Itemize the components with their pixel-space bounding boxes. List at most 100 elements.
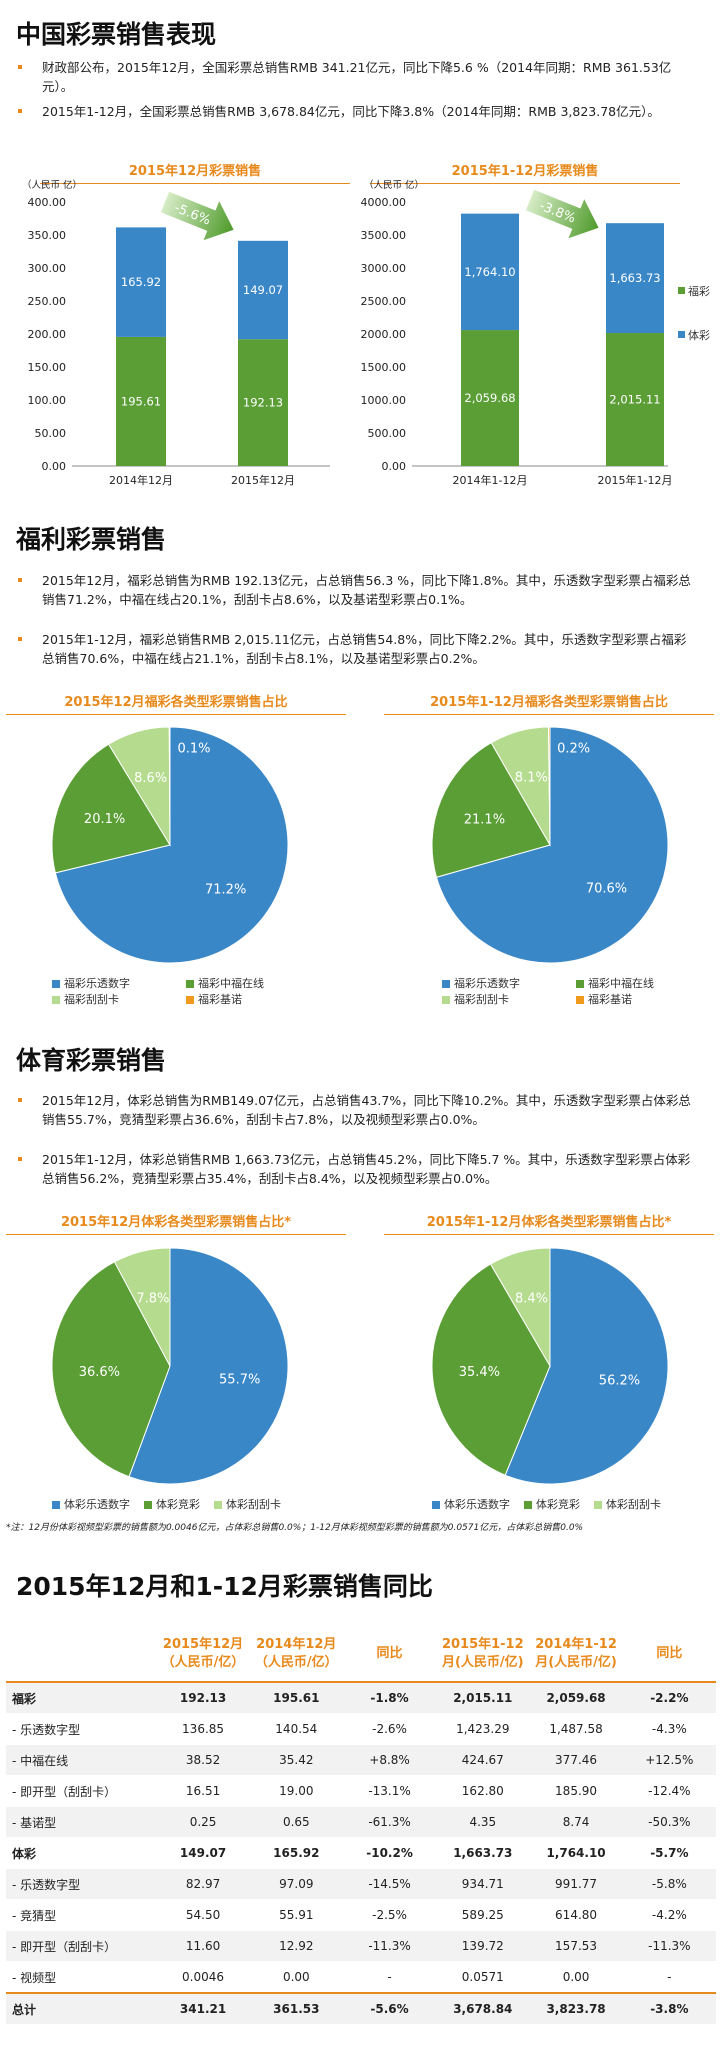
legend-swatch	[678, 331, 685, 338]
legend-swatch	[576, 996, 584, 1004]
row-label: - 乐透数字型	[6, 1868, 157, 1900]
table-cell: 1,663.73	[436, 1837, 530, 1869]
legend-item: 福彩刮刮卡	[52, 991, 172, 1007]
bar-ticai	[238, 240, 288, 340]
pie-slice	[489, 1247, 551, 1368]
bar-value-label: 192.13	[243, 396, 283, 410]
y-tick-label: 0.00	[42, 460, 67, 473]
table-cell: -2.2%	[622, 1682, 716, 1714]
table-cell: 0.0046	[156, 1961, 250, 1994]
table-cell: -5.8%	[622, 1868, 716, 1900]
legend-item: 体彩刮刮卡	[214, 1496, 281, 1512]
table-title: 2015年12月和1-12月彩票销售同比	[16, 1572, 433, 1601]
table-cell: 3,678.84	[436, 1992, 530, 2025]
section3-bullet-2: 2015年1-12月，体彩总销售RMB 1,663.73亿元，占总销售45.2%…	[18, 1150, 698, 1188]
pie-chart-2-title: 2015年1-12月福彩各类型彩票销售占比	[384, 691, 714, 715]
table-header-row: 2015年12月（人民币/亿） 2014年12月（人民币/亿） 同比 2015年1-1…	[6, 1627, 716, 1683]
row-label: - 即开型（刮刮卡）	[6, 1930, 157, 1962]
table-cell: 1,423.29	[436, 1713, 530, 1745]
pie-value-label: 55.7%	[219, 1372, 260, 1387]
row-label: - 即开型（刮刮卡）	[6, 1775, 157, 1807]
legend-label: 体彩刮刮卡	[606, 1498, 661, 1511]
legend-swatch	[442, 996, 450, 1004]
table-cell: -10.2%	[342, 1837, 437, 1869]
bar-value-label: 1,663.73	[609, 271, 660, 285]
row-label: 福彩	[6, 1682, 157, 1714]
y-tick-label: 3000.00	[361, 262, 407, 275]
table-cell: 157.53	[529, 1930, 623, 1962]
x-tick-label: 2015年12月	[231, 473, 295, 487]
table-cell: 162.80	[436, 1775, 530, 1807]
table-cell: -2.6%	[342, 1713, 437, 1745]
table-cell: 0.00	[249, 1961, 343, 1994]
pie-slice	[435, 726, 669, 964]
table-header-cell: 2015年12月（人民币/亿）	[156, 1627, 250, 1683]
table-cell: 4.35	[436, 1806, 530, 1838]
bar-chart-2-title: 2015年1-12月彩票销售	[370, 160, 680, 184]
table-row: - 乐透数字型 136.85 140.54 -2.6% 1,423.29 1,487.58…	[6, 1713, 716, 1745]
table-row: - 基诺型 0.25 0.65 -61.3% 4.35 8.74 -50.3%	[6, 1806, 716, 1838]
y-tick-label: 2000.00	[361, 328, 407, 341]
pie-slice	[548, 726, 551, 846]
pie-value-label: 36.6%	[79, 1365, 120, 1380]
table-cell: -1.8%	[342, 1682, 437, 1714]
section3-bullet-1: 2015年12月，体彩总销售为RMB149.07亿元，占总销售43.7%，同比下…	[18, 1091, 698, 1129]
legend-item: 福彩基诺	[576, 991, 696, 1007]
table-cell: 55.91	[249, 1899, 343, 1931]
section2-bullet-1: 2015年12月，福彩总销售为RMB 192.13亿元，占总销售56.3 %，同…	[18, 571, 698, 609]
table-header-cell: 同比	[622, 1627, 716, 1683]
table-cell: 16.51	[156, 1775, 250, 1807]
table-cell: 3,823.78	[529, 1992, 623, 2025]
legend-item: 福彩乐透数字	[52, 975, 172, 991]
pie-chart-2: 70.6% 21.1% 8.1% 0.2%	[431, 726, 669, 964]
table-cell: 54.50	[156, 1899, 250, 1931]
legend-label: 福彩中福在线	[588, 977, 654, 990]
pie-value-label: 0.2%	[557, 742, 590, 757]
pie-value-label: 8.6%	[134, 771, 167, 786]
row-label: 总计	[6, 1992, 157, 2025]
legend-swatch	[52, 1501, 60, 1509]
x-tick-label: 2014年12月	[109, 473, 173, 487]
table-cell: 589.25	[436, 1899, 530, 1931]
section2-title: 福利彩票销售	[16, 525, 167, 554]
legend-item: 体彩竞彩	[144, 1496, 200, 1512]
change-arrow: -5.6%	[160, 191, 234, 241]
table-cell: -12.4%	[622, 1775, 716, 1807]
pie-slice	[113, 1247, 171, 1367]
pie-slice	[54, 726, 289, 964]
bar-value-label: 2,059.68	[464, 391, 515, 405]
table-header-cell: 2014年1-12月(人民币/亿)	[529, 1627, 623, 1683]
table-cell: -61.3%	[342, 1806, 437, 1838]
table-cell: 140.54	[249, 1713, 343, 1745]
table-cell: -50.3%	[622, 1806, 716, 1838]
legend-item: 体彩竞彩	[524, 1496, 580, 1512]
table-cell: -3.8%	[622, 1992, 716, 2025]
arrow-icon	[160, 191, 234, 241]
table-cell: -	[342, 1961, 437, 1994]
pie-chart-4-title: 2015年1-12月体彩各类型彩票销售占比*	[384, 1211, 714, 1235]
legend-label: 福彩中福在线	[198, 977, 264, 990]
section2-bullet-2: 2015年1-12月，福彩总销售RMB 2,015.11亿元，占总销售54.8%…	[18, 630, 698, 668]
table-cell: -13.1%	[342, 1775, 437, 1807]
table-row: 体彩 149.07 165.92 -10.2% 1,663.73 1,764.10 -5.7…	[6, 1837, 716, 1869]
table-cell: -	[622, 1961, 716, 1994]
pie-value-label: 21.1%	[464, 812, 505, 827]
pie-chart-4-legend: 体彩乐透数字 体彩竞彩 体彩刮刮卡	[432, 1496, 722, 1512]
legend-label: 福彩刮刮卡	[64, 993, 119, 1006]
table-cell: 165.92	[249, 1837, 343, 1869]
row-label: - 乐透数字型	[6, 1713, 157, 1745]
legend-swatch	[52, 980, 60, 988]
y-tick-label: 300.00	[28, 262, 67, 275]
pie-chart-2-legend: 福彩乐透数字 福彩中福在线福彩刮刮卡 福彩基诺	[442, 975, 712, 1007]
y-tick-label: 4000.00	[361, 196, 407, 209]
legend-item: 福彩中福在线	[186, 975, 306, 991]
pie-slice	[504, 1247, 669, 1485]
bar-value-label: 1,764.10	[464, 265, 515, 279]
bar-chart-1-title: 2015年12月彩票销售	[40, 160, 350, 184]
table-cell: 195.61	[249, 1682, 343, 1714]
bar-chart-2: 0.00 500.00 1000.00 1500.00 2000.00 2500.00 30…	[361, 179, 711, 487]
pie-chart-1: 71.2% 20.1% 8.6% 0.1%	[51, 726, 289, 964]
pie-chart-4: 56.2% 35.4% 8.4%	[431, 1247, 669, 1485]
table-cell: 0.25	[156, 1806, 250, 1838]
table-cell: 8.74	[529, 1806, 623, 1838]
